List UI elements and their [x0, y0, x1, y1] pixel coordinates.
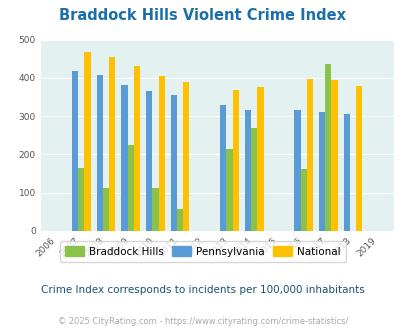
Bar: [330, 80, 337, 231]
Bar: [109, 57, 115, 231]
Bar: [103, 188, 109, 231]
Bar: [78, 168, 84, 231]
Bar: [306, 79, 312, 231]
Bar: [226, 149, 232, 231]
Bar: [294, 111, 300, 231]
Bar: [324, 64, 330, 231]
Bar: [220, 105, 226, 231]
Bar: [244, 110, 251, 231]
Bar: [318, 112, 324, 231]
Bar: [96, 75, 103, 231]
Bar: [146, 91, 152, 231]
Bar: [72, 71, 78, 231]
Bar: [152, 188, 158, 231]
Bar: [251, 128, 257, 231]
Bar: [127, 145, 134, 231]
Bar: [84, 52, 90, 231]
Text: © 2025 CityRating.com - https://www.cityrating.com/crime-statistics/: © 2025 CityRating.com - https://www.city…: [58, 317, 347, 326]
Legend: Braddock Hills, Pennsylvania, National: Braddock Hills, Pennsylvania, National: [60, 241, 345, 262]
Text: Braddock Hills Violent Crime Index: Braddock Hills Violent Crime Index: [60, 8, 345, 23]
Bar: [177, 209, 183, 231]
Bar: [183, 82, 189, 231]
Bar: [121, 85, 127, 231]
Bar: [171, 95, 177, 231]
Bar: [158, 76, 164, 231]
Bar: [355, 85, 361, 231]
Bar: [134, 66, 140, 231]
Bar: [343, 114, 349, 231]
Bar: [257, 87, 263, 231]
Text: Crime Index corresponds to incidents per 100,000 inhabitants: Crime Index corresponds to incidents per…: [41, 285, 364, 295]
Bar: [300, 169, 306, 231]
Bar: [232, 90, 238, 231]
